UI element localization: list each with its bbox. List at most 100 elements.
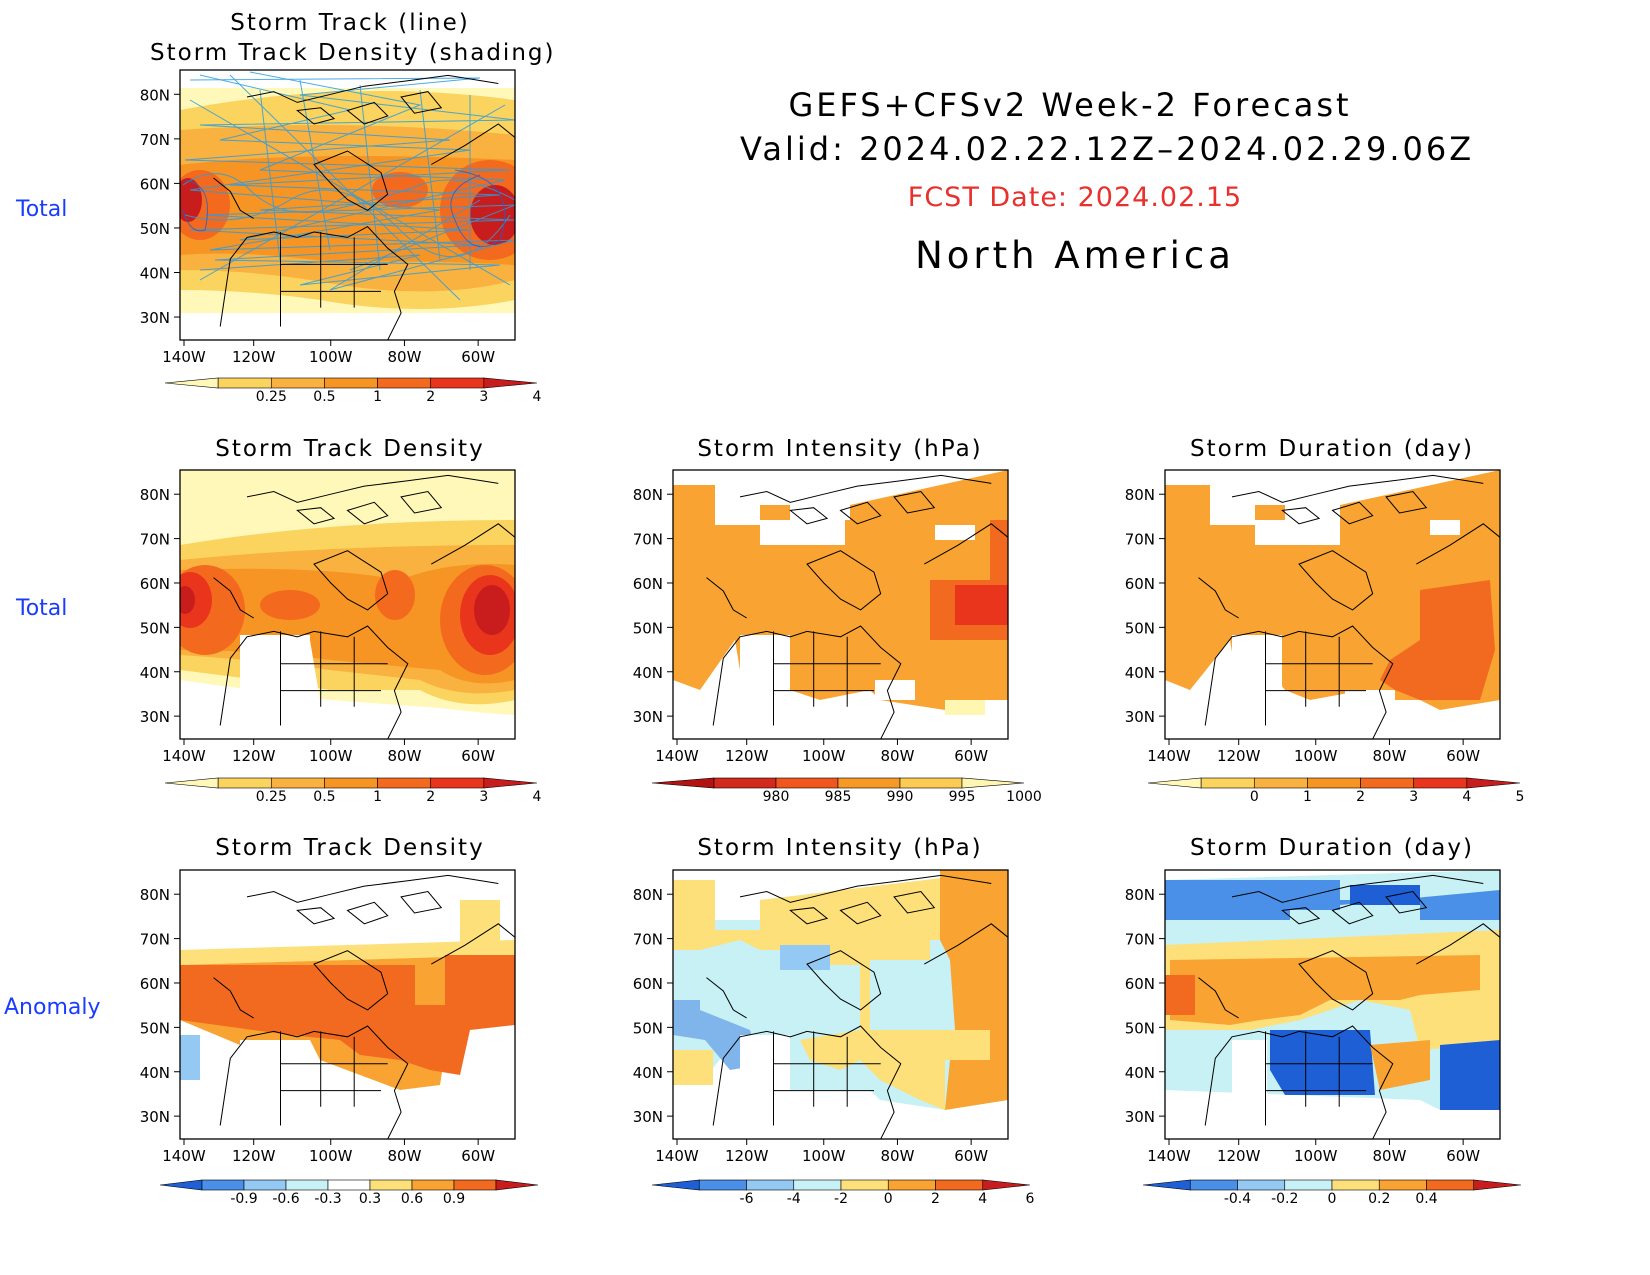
lat-label: 70N (140, 531, 170, 549)
colorbar-label: -0.6 (272, 1191, 299, 1207)
lon-label: 100W (309, 1147, 353, 1165)
coastline-0 (1204, 625, 1394, 740)
map-track-line (180, 70, 515, 340)
colorbar-label: 0.5 (313, 789, 335, 805)
coastline-2 (806, 950, 882, 1011)
lat-label: 70N (140, 131, 170, 149)
coastline-6 (839, 501, 882, 525)
colorbar-2: 980 985 990 995 1000 (651, 777, 1042, 805)
lon-label: 60W (1446, 1147, 1480, 1165)
colorbar-swatch (935, 1179, 984, 1191)
colorbar-swatch (324, 377, 378, 389)
colorbar-arrow-right (1473, 1179, 1522, 1191)
colorbar-label: 4 (533, 789, 542, 805)
colorbar-arrow-left (164, 377, 219, 389)
panel-axes-6: 80N 70N 60N 50N 40N 30N 140W 120W 100W 80W 60W -0.4… (1125, 874, 1522, 1207)
lat-label: 50N (140, 220, 170, 238)
lon-label: 140W (162, 1147, 206, 1165)
lat-label: 40N (140, 664, 170, 682)
lon-label: 120W (725, 1147, 769, 1165)
coastline-4 (1231, 474, 1484, 503)
colorbar-swatch (1237, 1179, 1286, 1191)
panel-axes-5: 80N 70N 60N 50N 40N 30N 140W 120W 100W 80W 60W -6 -4… (633, 874, 1035, 1207)
colorbar-label: -2 (834, 1191, 848, 1207)
lat-label: 30N (1125, 1108, 1155, 1126)
colorbar-swatch (217, 777, 272, 789)
coastline-1 (213, 177, 254, 219)
map-density-total (180, 470, 515, 739)
colorbar-arrow-left (159, 1179, 203, 1191)
coastline-5 (296, 907, 336, 925)
lon-label: 100W (802, 1147, 846, 1165)
lat-label: 30N (1125, 708, 1155, 726)
colorbar-swatch (243, 1179, 287, 1191)
colorbar-label: 0.9 (443, 1191, 465, 1207)
colorbar-label: 1000 (1006, 789, 1042, 805)
lat-label: 30N (633, 708, 663, 726)
colorbar-label: -6 (740, 1191, 754, 1207)
lon-label: 100W (309, 348, 353, 366)
colorbar-label: 4 (1462, 789, 1471, 805)
coastline-7 (400, 91, 443, 114)
lon-label: 80W (387, 747, 421, 765)
coastline-8 (1265, 631, 1373, 726)
coastline-3 (431, 523, 516, 565)
map-duration-total (1165, 470, 1500, 739)
colorbar-swatch (1360, 777, 1415, 789)
lat-label: 60N (140, 175, 170, 193)
colorbar-label: 995 (949, 789, 976, 805)
lon-label: 140W (1147, 1147, 1191, 1165)
lat-label: 30N (140, 708, 170, 726)
colorbar-swatch (1200, 777, 1255, 789)
coastline-1 (213, 577, 254, 619)
coastline-0 (219, 225, 409, 341)
coastline-7 (893, 490, 936, 514)
lat-label: 70N (633, 931, 663, 949)
colorbar-swatch (1331, 1179, 1380, 1191)
lon-label: 140W (162, 348, 206, 366)
colorbar-arrow-left (651, 777, 715, 789)
panel-title-intensity-anom: Storm Intensity (hPa) (697, 835, 983, 861)
coastline-3 (924, 923, 1009, 965)
map-duration-anom (1165, 870, 1500, 1139)
colorbar-swatch (1284, 1179, 1333, 1191)
forecast-date: FCST Date: 2024.02.15 (907, 182, 1243, 213)
lon-label: 120W (1217, 1147, 1261, 1165)
coastline-4 (739, 874, 992, 903)
lon-label: 60W (461, 747, 495, 765)
colorbar-arrow-left (651, 1179, 700, 1191)
lat-label: 60N (140, 975, 170, 993)
colorbar-label: -0.9 (230, 1191, 257, 1207)
colorbar-label: 4 (978, 1191, 987, 1207)
colorbar-label: 0 (884, 1191, 893, 1207)
panel-title-track-line-1: Storm Track (line) (230, 10, 470, 36)
coastline-8 (280, 631, 388, 726)
lat-label: 50N (1125, 1019, 1155, 1037)
colorbar-label: 0.4 (1415, 1191, 1437, 1207)
coastline-7 (1385, 490, 1428, 514)
lat-label: 50N (633, 619, 663, 637)
colorbar-swatch (698, 1179, 747, 1191)
coastline-3 (431, 923, 516, 965)
coastline-3 (924, 523, 1009, 565)
lon-label: 80W (387, 1147, 421, 1165)
colorbar-label: 1 (1303, 789, 1312, 805)
lon-label: 60W (461, 348, 495, 366)
colorbar-swatch (377, 377, 432, 389)
coastline-4 (1231, 874, 1484, 903)
colorbar-swatch (1189, 1179, 1238, 1191)
coastline-3 (1416, 923, 1501, 965)
coastline-8 (773, 631, 881, 726)
coastline-2 (1298, 550, 1374, 611)
colorbar-swatch (887, 1179, 936, 1191)
panel-frame-2 (672, 469, 1009, 740)
coastline-0 (219, 625, 409, 740)
lon-label: 60W (954, 1147, 988, 1165)
colorbar-label: 980 (763, 789, 790, 805)
coastline-1 (706, 977, 747, 1019)
lat-label: 70N (1125, 531, 1155, 549)
coastline-7 (400, 890, 443, 914)
lon-label: 100W (1294, 747, 1338, 765)
